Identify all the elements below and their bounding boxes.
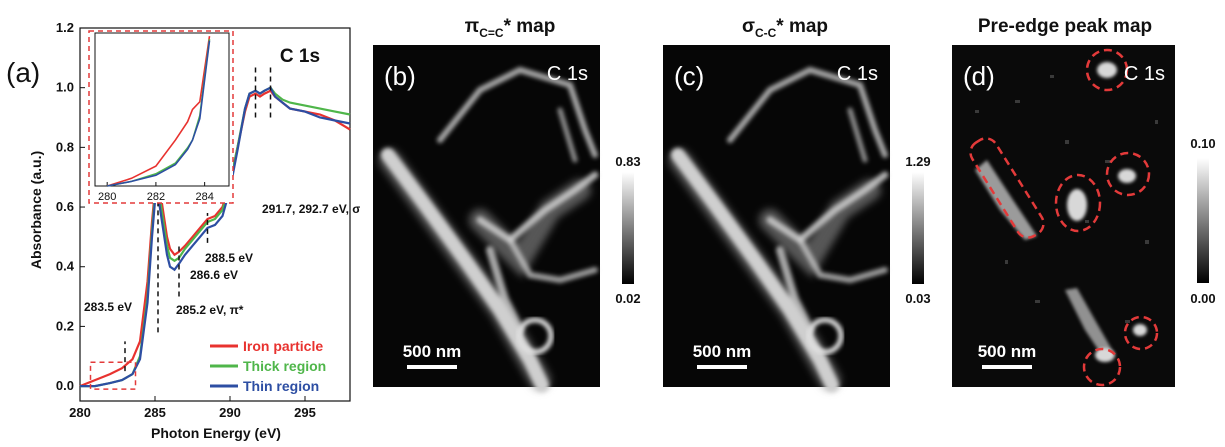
legend-label: Iron particle	[243, 338, 323, 354]
panel-a: (a) Absorbance (a.u.) Photon Energy (eV)…	[0, 0, 366, 442]
structure-strands	[671, 66, 889, 392]
inset-x-tick-label: 282	[147, 191, 165, 203]
panel-b-scalebar-label: 500 nm	[403, 342, 462, 361]
y-tick-label: 0.6	[56, 199, 74, 214]
annotation-label: 291.7, 292.7 eV, σ*	[262, 202, 360, 216]
pi-map-image: (b) C 1s 500 nm 0.83 0.02	[373, 45, 641, 392]
noise-speckle	[975, 75, 1158, 353]
panel-c-label: (c)	[674, 61, 704, 91]
y-tick-label: 0.8	[56, 139, 74, 154]
panel-c-c1s: C 1s	[837, 63, 878, 85]
panel-b-colorbar-min: 0.02	[615, 291, 640, 306]
panel-b-label: (b)	[384, 61, 416, 91]
structure-strands	[381, 66, 599, 392]
legend-label: Thin region	[243, 378, 319, 394]
panel-b-colorbar	[622, 172, 634, 284]
panel-d-colorbar-max: 0.10	[1190, 136, 1215, 151]
loop-ring	[516, 317, 554, 355]
spectrum-plot-area: 280 285 290 295 0.0 0.2 0.4 0.6 0.8 1.0 1.2 283.5 e…	[56, 20, 366, 420]
y-tick-label: 1.2	[56, 20, 74, 35]
annotation-label: 286.6 eV	[190, 268, 238, 282]
panel-d: Pre-edge peak map	[945, 0, 1225, 442]
pre-edge-box	[89, 361, 137, 390]
x-tick-label: 285	[144, 405, 166, 420]
y-tick-label: 0.0	[56, 378, 74, 393]
sigma-map-image: (c) C 1s 500 nm 1.29 0.03	[663, 45, 931, 392]
y-axis-label: Absorbance (a.u.)	[28, 151, 44, 269]
y-tick-label: 1.0	[56, 80, 74, 95]
spectrum-title: C 1s	[280, 46, 320, 67]
inset-x-tick-label: 280	[98, 191, 116, 203]
panel-d-scalebar	[982, 365, 1032, 369]
annotation-label: 283.5 eV	[84, 300, 132, 314]
x-tick-label: 290	[219, 405, 241, 420]
panel-d-label: (d)	[963, 61, 995, 91]
panel-c-scalebar	[697, 365, 747, 369]
inset-x-tick-label: 284	[195, 191, 213, 203]
panel-d-colorbar-min: 0.00	[1190, 291, 1215, 306]
y-tick-label: 0.2	[56, 318, 74, 333]
panel-b-title: πC=C* map	[464, 16, 556, 40]
series-line	[80, 86, 351, 388]
spectrum-chart: (a) Absorbance (a.u.) Photon Energy (eV)…	[6, 20, 366, 441]
panel-b-scalebar	[407, 365, 457, 369]
inset-frame	[94, 32, 230, 187]
panel-d-colorbar	[1197, 158, 1209, 283]
inset-border	[88, 30, 234, 204]
panel-d-scalebar-label: 500 nm	[978, 342, 1037, 361]
panel-c: σC-C* map (c) C 1s 500 nm 1.29	[660, 0, 940, 442]
y-tick-label: 0.4	[56, 259, 75, 274]
inset-series-line	[107, 40, 211, 187]
panel-c-colorbar-max: 1.29	[905, 154, 930, 169]
highlight-circles	[969, 48, 1159, 387]
annotation-label: 288.5 eV	[205, 251, 253, 265]
panel-d-title: Pre-edge peak map	[977, 16, 1153, 37]
panel-c-scalebar-label: 500 nm	[693, 342, 752, 361]
panel-c-colorbar-min: 0.03	[905, 291, 930, 306]
x-tick-label: 295	[294, 405, 316, 420]
loop-ring	[806, 317, 844, 355]
plot-frame	[79, 27, 351, 402]
panel-b-c1s: C 1s	[547, 63, 588, 85]
panel-b: πC=C* map (b) C 1s 500 nm 0.83	[370, 0, 650, 442]
pre-edge-map-image: (d) C 1s 500 nm 0.10 0.00	[952, 45, 1216, 387]
x-axis-label: Photon Energy (eV)	[151, 425, 281, 441]
panel-b-colorbar-max: 0.83	[615, 154, 640, 169]
panel-c-colorbar	[912, 172, 924, 284]
annotation-label: 285.2 eV, π*	[176, 303, 244, 317]
panel-a-label: (a)	[6, 57, 40, 88]
bright-features	[975, 62, 1147, 362]
x-tick-label: 280	[69, 405, 91, 420]
inset-series-line	[106, 35, 211, 187]
legend-label: Thick region	[243, 358, 326, 374]
panel-d-c1s: C 1s	[1124, 63, 1165, 85]
panel-c-title: σC-C* map	[741, 16, 829, 40]
